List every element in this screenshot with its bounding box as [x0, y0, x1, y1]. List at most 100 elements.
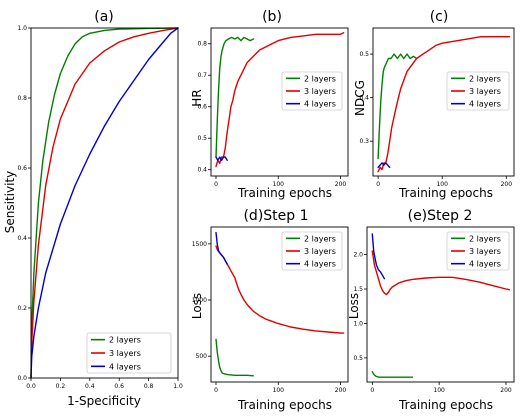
series-line-c-2: [377, 36, 511, 173]
series-line-c-1: [377, 53, 418, 160]
x-tick-label-a-3: 0.6: [114, 383, 124, 390]
x-tick-label-c-1: 100: [436, 181, 448, 188]
y-tick-label-b-4: 0.8: [197, 41, 207, 48]
x-tick-label-c-2: 200: [501, 181, 513, 188]
legend-label-c-2: 3 layers: [469, 87, 501, 96]
legend-label-b-1: 2 layers: [304, 74, 336, 83]
y-tick-label-e-3: 2.0: [353, 252, 363, 259]
legend-e: 2 layers 3 layers 4 layers: [446, 231, 510, 271]
y-tick-label-c-1: 0.4: [359, 95, 369, 102]
x-tick-label-a-0: 0.0: [26, 383, 36, 390]
plot-d: 0 100 200 500 1000 1500 2 layers 3 layers 4 laye…: [192, 226, 349, 394]
y-tick-label-a-5: 1.0: [17, 25, 27, 32]
series-line-e-2: [371, 250, 510, 296]
y-tick-label-e-2: 1.5: [353, 286, 363, 293]
legend-label-c-1: 2 layers: [469, 74, 501, 83]
legend-c: 2 layers 3 layers 4 layers: [446, 71, 510, 111]
panel-d: (d)Step 1 Loss Training epochs: [190, 208, 332, 412]
panel-b: (b) HR Training epochs: [190, 9, 332, 200]
x-tick-label-e-0: 0: [370, 387, 374, 394]
legend-label-d-2: 3 layers: [304, 247, 336, 256]
x-tick-label-e-2: 200: [500, 387, 512, 394]
legend-label-e-3: 4 layers: [469, 260, 501, 269]
legend-box-c: [446, 71, 510, 111]
x-tick-label-b-2: 200: [335, 181, 347, 188]
series-line-d-1: [215, 338, 254, 377]
plot-b: 0 100 200 0.4 0.5 0.6 0.7 0.8 2 layers 3 layers 4 …: [197, 27, 349, 188]
legend-label-a-2: 3 layers: [109, 349, 141, 358]
panel-e-xlabel: Training epochs: [398, 398, 493, 412]
panel-a-title: (a): [94, 9, 114, 25]
panel-c-ylabel: NDCG: [353, 80, 367, 116]
x-tick-label-b-1: 100: [273, 181, 285, 188]
y-tick-label-e-1: 1.0: [353, 320, 363, 327]
axes-frame-b: [210, 27, 349, 177]
series-line-b-3: [215, 156, 228, 161]
panel-e-title: (e)Step 2: [408, 208, 473, 224]
y-tick-label-b-2: 0.6: [197, 104, 207, 111]
x-tick-label-b-0: 0: [214, 181, 218, 188]
legend-label-e-1: 2 layers: [469, 234, 501, 243]
y-tick-label-a-2: 0.4: [17, 235, 27, 242]
series-line-e-1: [371, 371, 414, 378]
legend-box-d: [281, 231, 343, 271]
series-line-e-3: [371, 233, 386, 280]
x-tick-label-d-1: 100: [273, 387, 285, 394]
panel-c-title: (c): [430, 9, 449, 25]
axes-frame-a: [30, 27, 179, 379]
series-line-b-1: [215, 36, 254, 158]
legend-label-b-3: 4 layers: [304, 100, 336, 109]
axes-frame-c: [372, 27, 515, 177]
panel-d-title: (d)Step 1: [243, 208, 308, 224]
legend-d: 2 layers 3 layers 4 layers: [281, 231, 343, 271]
plot-c: 0 100 200 0.3 0.4 0.5 2 layers 3 layers 4 layers: [359, 27, 515, 188]
panel-e-ylabel: Loss: [347, 293, 361, 319]
panel-a: (a) Sensitivity 1-Specificity: [3, 9, 141, 408]
legend-box-b: [281, 71, 343, 111]
series-line-c-3: [377, 162, 391, 168]
legend-label-b-2: 3 layers: [304, 87, 336, 96]
series-line-a-2: [30, 27, 179, 379]
legend-label-a-3: 4 layers: [109, 362, 141, 371]
legend-b: 2 layers 3 layers 4 layers: [281, 71, 343, 111]
y-tick-label-d-1: 1000: [192, 297, 207, 304]
x-tick-label-a-4: 0.8: [144, 383, 154, 390]
y-tick-label-c-0: 0.3: [359, 138, 369, 145]
x-tick-label-a-1: 0.2: [56, 383, 66, 390]
panel-b-ylabel: HR: [190, 89, 204, 106]
y-tick-label-e-0: 0.5: [353, 355, 363, 362]
x-tick-label-a-2: 0.4: [85, 383, 95, 390]
y-tick-label-b-0: 0.4: [197, 167, 207, 174]
legend-a: 2 layers 3 layers 4 layers: [86, 332, 172, 374]
y-tick-label-d-2: 1500: [192, 241, 207, 248]
y-tick-label-a-3: 0.6: [17, 165, 27, 172]
x-tick-label-e-1: 100: [433, 387, 445, 394]
y-tick-label-c-2: 0.5: [359, 51, 369, 58]
panel-a-xlabel: 1-Specificity: [67, 394, 141, 408]
panel-b-title: (b): [262, 9, 282, 25]
legend-label-e-2: 3 layers: [469, 247, 501, 256]
series-line-b-2: [215, 32, 345, 168]
y-tick-label-d-0: 500: [196, 353, 208, 360]
legend-label-d-3: 4 layers: [304, 260, 336, 269]
legend-label-a-1: 2 layers: [109, 336, 141, 345]
y-tick-label-b-1: 0.5: [197, 135, 207, 142]
axes-frame-e: [366, 226, 515, 383]
series-line-a-3: [30, 27, 179, 379]
y-tick-label-a-1: 0.2: [17, 305, 27, 312]
x-tick-label-d-0: 0: [214, 387, 218, 394]
x-tick-label-c-0: 0: [376, 181, 380, 188]
panel-c: (c) NDCG Training epochs: [353, 9, 493, 200]
series-line-d-3: [215, 231, 228, 265]
series-line-a-1: [30, 27, 179, 379]
y-tick-label-a-4: 0.8: [17, 95, 27, 102]
panel-a-ylabel: Sensitivity: [3, 171, 17, 233]
x-tick-label-d-2: 200: [335, 387, 347, 394]
y-tick-label-a-0: 0.0: [17, 375, 27, 382]
panel-e: (e)Step 2 Loss Training epochs: [347, 208, 493, 412]
plot-e: 0 100 200 0.5 1.0 1.5 2.0 2 layers 3 layers 4 lay…: [353, 226, 515, 394]
axes-frame-d: [210, 226, 349, 383]
legend-label-d-1: 2 layers: [304, 234, 336, 243]
plot-a: 0.0 0.2 0.4 0.6 0.8 1.0 0.0 0.2 0.4 0.6 0.8 1.0 2 la…: [17, 25, 182, 390]
